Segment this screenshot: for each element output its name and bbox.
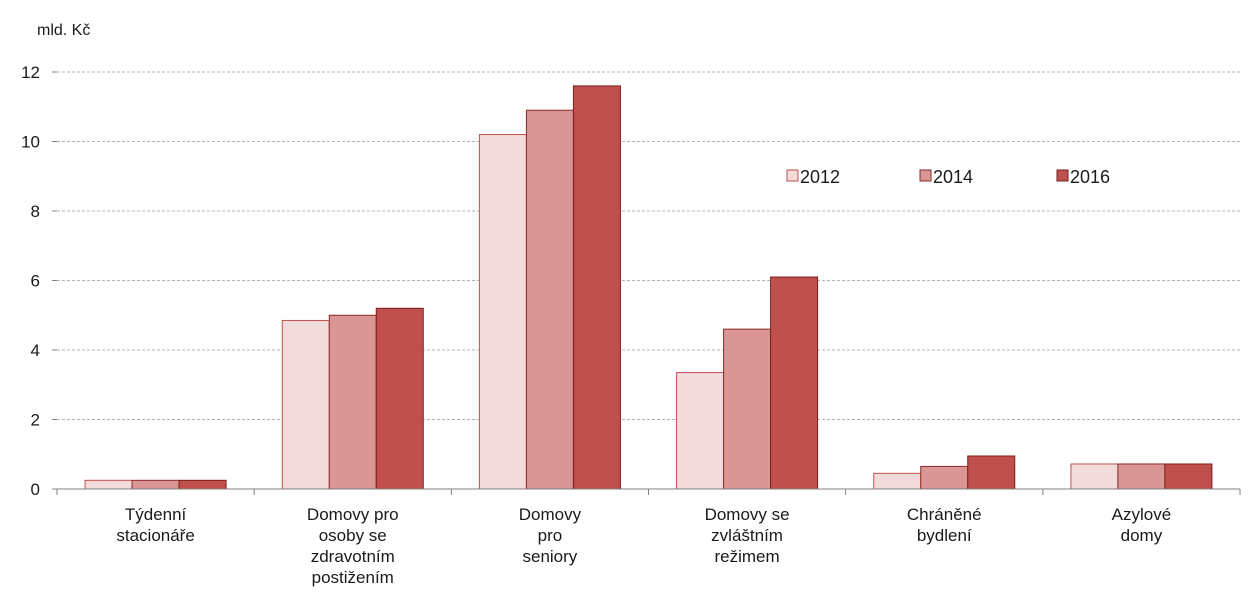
x-category-label-line: Azylové xyxy=(1112,505,1172,524)
bar-2014 xyxy=(131,479,180,490)
y-tick-label: 10 xyxy=(21,133,40,152)
bar-2016 xyxy=(375,307,424,490)
legend-swatch-2014 xyxy=(919,169,932,182)
x-category-label-line: osoby se xyxy=(319,526,387,545)
y-tick-label: 0 xyxy=(31,480,40,499)
bar-2016 xyxy=(770,276,819,490)
x-category-label-line: Týdenní xyxy=(125,505,187,524)
x-category-label-line: domy xyxy=(1121,526,1163,545)
legend-label-2016: 2016 xyxy=(1070,167,1110,187)
y-tick-label: 6 xyxy=(31,272,40,291)
x-category-label-line: pro xyxy=(538,526,563,545)
x-axis-labels: Týdenní stacionáře Domovy pro osoby se zdrav… xyxy=(116,505,1171,587)
bar-2012 xyxy=(1070,463,1119,490)
y-axis-ticks: 0 2 4 6 8 10 12 xyxy=(21,63,57,499)
x-category-label-line: Domovy xyxy=(519,505,582,524)
x-category-label: Domovy se zvláštním režimem xyxy=(705,505,790,566)
y-unit-label: mld. Kč xyxy=(37,22,90,39)
bar-2012 xyxy=(281,319,330,490)
x-category-label-line: zdravotním xyxy=(311,547,395,566)
x-category-label-line: zvláštním xyxy=(711,526,783,545)
x-category-label-line: postižením xyxy=(312,568,394,587)
bar-2016 xyxy=(967,455,1016,490)
x-category-label: Domovy pro seniory xyxy=(519,505,582,566)
x-category-label-line: stacionáře xyxy=(116,526,194,545)
bar-2014 xyxy=(920,465,969,490)
bar-2012 xyxy=(676,372,725,490)
bar-2016 xyxy=(178,479,227,490)
bars xyxy=(84,85,1213,490)
bar-2012 xyxy=(873,472,922,490)
bar-2016 xyxy=(1164,463,1213,490)
legend-label-2012: 2012 xyxy=(800,167,840,187)
x-category-label-line: režimem xyxy=(714,547,779,566)
legend: 2012 2014 2016 xyxy=(786,167,1110,187)
x-category-label: Azylové domy xyxy=(1112,505,1172,545)
x-category-label: Domovy pro osoby se zdravotním postižením xyxy=(307,505,399,587)
y-tick-label: 4 xyxy=(31,341,40,360)
bar-2014 xyxy=(328,314,377,490)
bar-2014 xyxy=(723,328,772,490)
x-category-label-line: Domovy se xyxy=(705,505,790,524)
bar-2016 xyxy=(572,85,621,490)
legend-label-2014: 2014 xyxy=(933,167,973,187)
y-tick-label: 8 xyxy=(31,202,40,221)
bar-2014 xyxy=(1117,463,1166,490)
bar-2012 xyxy=(478,134,527,490)
y-tick-label: 12 xyxy=(21,63,40,82)
gridlines xyxy=(57,71,1240,420)
y-tick-label: 2 xyxy=(31,411,40,430)
x-category-label: Týdenní stacionáře xyxy=(116,505,194,545)
x-category-label: Chráněné bydlení xyxy=(907,505,982,545)
bar-2014 xyxy=(525,109,574,490)
x-category-label-line: Chráněné xyxy=(907,505,982,524)
x-category-label-line: seniory xyxy=(523,547,578,566)
bar-2012 xyxy=(84,479,133,490)
x-category-label-line: Domovy pro xyxy=(307,505,399,524)
x-axis xyxy=(56,488,1241,495)
legend-swatch-2016 xyxy=(1056,169,1069,182)
x-category-label-line: bydlení xyxy=(917,526,972,545)
legend-swatch-2012 xyxy=(786,169,799,182)
